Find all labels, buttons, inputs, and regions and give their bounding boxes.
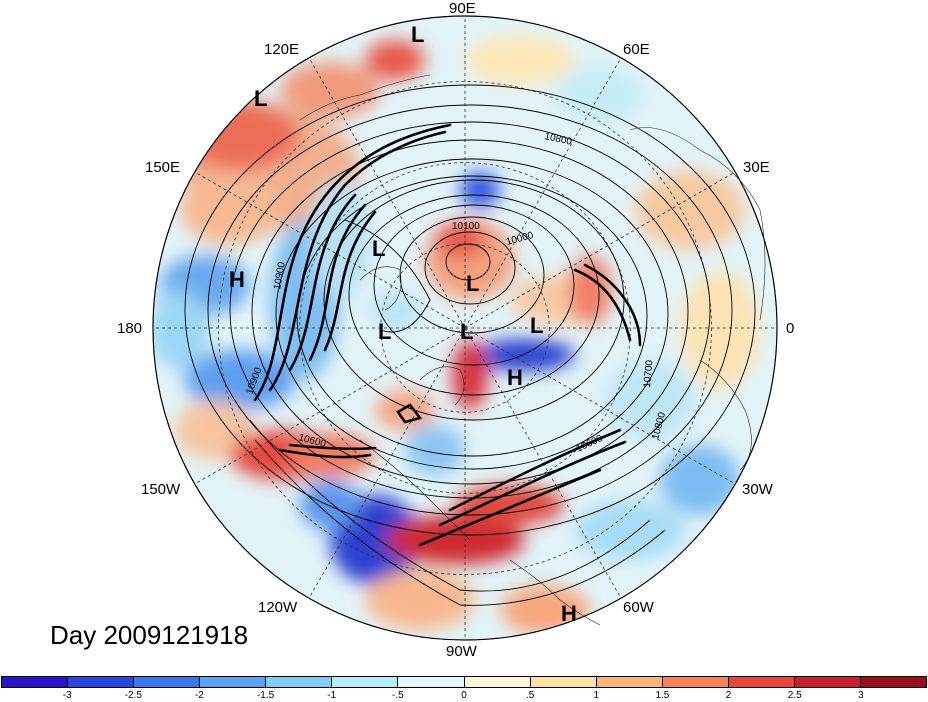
high-center: H — [561, 601, 577, 626]
contour-label: 10100 — [452, 221, 480, 232]
colorbar-tick-label: -2 — [194, 690, 204, 701]
contour-label: 10700 — [642, 359, 655, 388]
colorbar-swatch — [662, 677, 729, 687]
colorbar-swatch — [794, 677, 862, 687]
colorbar-swatch — [530, 677, 597, 687]
meridian-line — [464, 57, 622, 329]
longitude-label-180: 180 — [117, 320, 143, 337]
colorbar-tick-label: 2 — [725, 690, 732, 701]
colorbar-swatch — [266, 677, 333, 687]
colorbar-swatch — [728, 677, 795, 687]
latitude-circle — [218, 81, 712, 575]
low-center: L — [411, 22, 424, 47]
longitude-label-90e: 90E — [449, 0, 476, 17]
meridian-line — [308, 327, 466, 599]
jet-streams — [253, 123, 642, 547]
low-center: L — [466, 271, 479, 296]
colorbar-swatch — [134, 677, 201, 687]
low-center: L — [378, 319, 391, 344]
longitude-label-30e: 30E — [743, 159, 770, 176]
high-center: H — [507, 365, 523, 390]
day-label: Day 2009121918 — [50, 620, 249, 650]
graticule — [153, 16, 777, 640]
low-center: L — [372, 236, 385, 261]
longitude-label-30w: 30W — [742, 481, 773, 498]
colorbar-tick-label: 1.5 — [655, 690, 670, 701]
colorbar-swatch — [200, 677, 267, 687]
height-contours — [184, 84, 756, 606]
longitude-label-120w: 120W — [258, 599, 298, 616]
low-center: L — [530, 313, 543, 338]
meridian-line — [194, 327, 466, 485]
longitude-label-60w: 60W — [623, 599, 654, 616]
colorbar-tick-label: -1 — [327, 690, 337, 701]
colorbar-swatch — [2, 677, 69, 687]
colorbar-tick-label: -2.5 — [124, 690, 142, 701]
pressure-centers: L L L L L L L H H H — [229, 22, 577, 626]
meridian-line — [464, 171, 736, 329]
colorbar-swatch — [68, 677, 135, 687]
colorbar-swatch — [398, 677, 465, 687]
colorbar-tick-label: -3 — [62, 690, 72, 701]
meridian-line — [194, 171, 466, 329]
colorbar-swatch — [596, 677, 663, 687]
contour-label: 10900 — [272, 261, 288, 291]
map-border — [152, 15, 778, 641]
colorbar-ticks: -3 -2.5 -2 -1.5 -1 -.5 0 .5 1 1.5 2 2.5 3 — [0, 690, 928, 702]
colorbar — [1, 676, 927, 688]
longitude-label-0: 0 — [786, 320, 795, 337]
colorbar-tick-label: .5 — [525, 690, 535, 701]
longitude-label-120e: 120E — [264, 41, 300, 58]
colorbar-tick-label: 0 — [461, 690, 467, 701]
meridian-line — [308, 57, 466, 329]
meridian-line — [464, 327, 736, 485]
coastlines — [299, 74, 766, 626]
colorbar-swatch — [332, 677, 399, 687]
colorbar-tick-label: 3 — [858, 690, 864, 701]
colorbar-tick-label: 2.5 — [787, 690, 802, 701]
longitude-label-150w: 150W — [141, 481, 181, 498]
colorbar-tick-label: 1 — [593, 690, 600, 701]
high-center: H — [229, 267, 245, 292]
low-center: L — [460, 319, 473, 344]
longitude-label-90w: 90W — [446, 643, 477, 660]
latitude-circle — [299, 162, 631, 494]
colorbar-tick-label: -1.5 — [256, 690, 275, 701]
colorbar-swatch — [464, 677, 531, 687]
longitude-label-60e: 60E — [623, 41, 650, 58]
colorbar-swatch — [861, 677, 927, 687]
colorbar-tick-label: -.5 — [392, 690, 404, 701]
low-center: L — [254, 86, 267, 111]
longitude-label-150e: 150E — [145, 159, 181, 176]
